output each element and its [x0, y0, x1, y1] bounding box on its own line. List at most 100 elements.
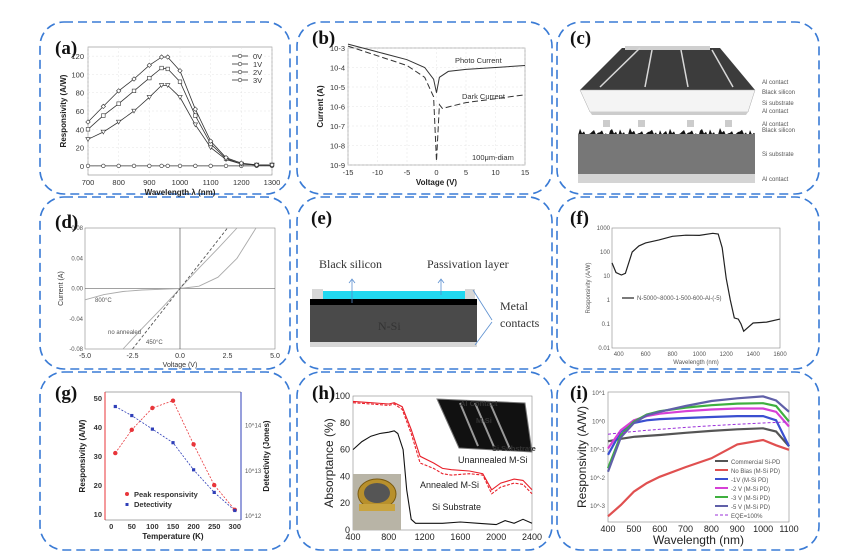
legend-marker	[237, 69, 243, 75]
data-point-responsivity	[129, 427, 134, 433]
y-tick-label: 0.01	[598, 346, 610, 352]
x-tick-label: -5	[404, 168, 411, 177]
arrows	[348, 278, 493, 346]
y-tick-label: 10-6	[330, 103, 345, 112]
inset-contact-finger	[474, 402, 495, 448]
legend-label-3V: 3V	[253, 76, 262, 85]
data-point-detectivity	[171, 441, 175, 445]
data-point	[100, 129, 107, 135]
y-tick-label: 20	[76, 144, 84, 153]
x-tick-label: 1200	[720, 352, 734, 358]
y-axis-label: Absorptance (%)	[322, 418, 336, 507]
y-tick-label: 0	[80, 162, 84, 171]
al-contact-finger	[711, 49, 734, 88]
legend-label-responsivity: Peak responsivity	[134, 490, 199, 499]
y-tick-label: 0.1	[602, 322, 611, 328]
y-tick-label: 10	[603, 274, 610, 280]
x-tick-label: 2.5	[223, 353, 233, 360]
data-point	[192, 122, 199, 128]
y-tick-label: 40	[340, 471, 350, 481]
x-tick-label: 1400	[746, 352, 760, 358]
metal-contact-bottom	[310, 342, 477, 347]
annotation-si-substrate: Si Substrate	[432, 502, 481, 512]
y-tick-label: -0.04	[69, 317, 83, 323]
x-axis-label: Temperature (K)	[142, 532, 204, 541]
data-point	[100, 103, 106, 110]
data-point	[177, 163, 183, 168]
inset-label-al-contact: Al Contact	[460, 399, 498, 408]
annotation-diameter: 100μm-diam	[472, 153, 514, 162]
y-tick-label: 50	[94, 394, 102, 403]
metal-contact-right	[465, 289, 475, 299]
series-line-0	[352, 400, 533, 491]
legend-label: EQE=100%	[731, 514, 763, 520]
label-si-substrate-1: Si substrate	[762, 101, 794, 107]
y-tick-label: 10	[94, 510, 102, 519]
y-tick-label: 10^0	[592, 419, 605, 425]
x-tick-label: 1000	[172, 178, 189, 187]
y-tick-label: 1000	[597, 226, 611, 232]
legend-label: -3 V (M-Si PD)	[731, 496, 770, 502]
panel-label-a: (a)	[55, 38, 77, 59]
y-axis-label: Responsivity (A/W)	[586, 262, 592, 313]
data-point	[208, 163, 213, 168]
label-black-silicon: Black silicon	[319, 257, 382, 271]
panel-label-e: (e)	[311, 208, 332, 229]
y-tick-label: 100	[600, 250, 611, 256]
arrow-head	[348, 278, 356, 284]
data-point-responsivity	[170, 398, 176, 403]
series-line-3V	[87, 56, 272, 166]
arrow-metal-bottom	[474, 321, 493, 346]
data-point	[159, 65, 164, 71]
series-line-1	[607, 438, 790, 518]
legend-label-0V: 0V	[253, 52, 262, 61]
x-tick-label: 250	[208, 522, 221, 531]
black-silicon-texture	[578, 128, 755, 138]
legend-label-2V: 2V	[253, 68, 262, 77]
x-tick-label: 1000	[693, 352, 707, 358]
panel-label-d: (d)	[55, 212, 78, 233]
legend-label-detectivity: Detectivity	[134, 500, 173, 509]
y-tick-label: 10-8	[330, 142, 345, 151]
panel-border-f	[556, 196, 820, 370]
inset-label-si-substrate: Si Substrate	[492, 444, 536, 453]
label-contacts: contacts	[500, 316, 540, 330]
legend-label: Commercial Si-PD	[731, 460, 781, 466]
panel-border-a	[39, 21, 291, 195]
annotation-photo-current: Photo Current	[455, 56, 503, 65]
y-tick-label: 40	[94, 423, 102, 432]
data-point	[158, 54, 165, 60]
legend-label: No Bias (M-Si PD)	[731, 469, 780, 475]
y-tick-label: 80	[340, 418, 350, 428]
x-tick-label: 1100	[779, 524, 798, 534]
data-point	[131, 88, 137, 93]
y-tick-label: 0.04	[71, 256, 83, 262]
y-tick-label: 40	[76, 125, 84, 134]
series-line-Dark-Current	[347, 45, 526, 162]
y-tick-label: 100	[71, 70, 84, 79]
y-tick-label: 10^1	[592, 391, 605, 397]
data-point	[223, 155, 229, 161]
x-tick-label: 5.0	[270, 353, 280, 360]
annotation-no-annealed: no annealed	[108, 330, 141, 336]
label-n-si: N-Si	[378, 319, 401, 333]
panel-label-g: (g)	[55, 383, 77, 404]
y-axis-label: Current (A)	[316, 85, 325, 128]
y-tick-label: 100	[335, 391, 350, 401]
panel-border-h	[296, 371, 553, 551]
x-tick-label: 100	[146, 522, 159, 531]
data-point	[165, 54, 171, 60]
al-contact-pad	[603, 120, 610, 127]
y-axis-label: Current (A)	[58, 271, 65, 306]
panel-border-b	[296, 21, 553, 195]
y-tick-label: 20	[340, 498, 350, 508]
y2-axis-label: Detectivity (Jones)	[262, 420, 271, 491]
series-line-2	[132, 227, 228, 350]
chart-i: 400 500 600 700 800 900 1000 1100 10^1 10^0 10^-1 1…	[575, 391, 799, 547]
label-metal: Metal	[500, 299, 529, 313]
inset-label-m-si: M-Si	[476, 416, 492, 425]
legend-marker	[237, 53, 243, 59]
y-tick-label: 120	[71, 52, 84, 61]
legend-marker-detectivity	[125, 503, 129, 506]
data-point-detectivity	[212, 490, 216, 494]
